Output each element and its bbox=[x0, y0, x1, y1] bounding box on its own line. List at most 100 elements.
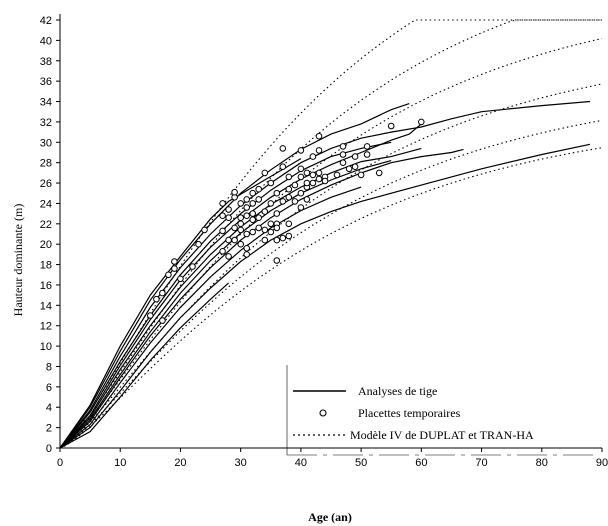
placette-point bbox=[255, 224, 263, 232]
y-tick-label: 12 bbox=[40, 321, 52, 333]
y-tick-label: 10 bbox=[40, 341, 52, 353]
placette-point bbox=[237, 226, 244, 234]
y-tick-label: 26 bbox=[40, 178, 52, 190]
placette-point bbox=[285, 220, 293, 228]
placette-point bbox=[273, 236, 281, 244]
placette-point bbox=[171, 265, 178, 272]
placette-point bbox=[315, 175, 323, 183]
placette-point bbox=[267, 228, 275, 236]
placette-point bbox=[321, 177, 329, 185]
placette-point bbox=[363, 143, 371, 150]
placette-point bbox=[315, 169, 323, 177]
placette-point bbox=[231, 236, 238, 244]
y-tick-label: 2 bbox=[46, 423, 52, 435]
model-curve bbox=[59, 147, 603, 449]
placette-point bbox=[231, 224, 238, 232]
placette-point bbox=[387, 122, 395, 130]
placette-point bbox=[309, 171, 317, 179]
legend-circle-swatch bbox=[319, 409, 327, 417]
model-curve bbox=[59, 37, 603, 449]
placette-point bbox=[225, 214, 232, 221]
placette-point bbox=[339, 151, 347, 158]
model-curves bbox=[59, 19, 603, 449]
placette-point bbox=[231, 188, 238, 196]
placette-point bbox=[303, 196, 311, 203]
placette-point bbox=[243, 251, 250, 258]
placette-point bbox=[339, 143, 347, 150]
placette-point bbox=[249, 216, 256, 223]
placette-point bbox=[261, 236, 269, 244]
placette-point bbox=[285, 173, 293, 181]
placette-point bbox=[243, 212, 250, 219]
placette-point bbox=[267, 200, 275, 207]
y-tick-label: 30 bbox=[40, 137, 52, 149]
placette-point bbox=[279, 234, 287, 242]
placette-point bbox=[297, 189, 305, 197]
placette-point bbox=[267, 179, 275, 187]
placette-point bbox=[285, 194, 293, 201]
analyses-line bbox=[59, 123, 422, 449]
placette-point bbox=[303, 169, 311, 177]
placette-point bbox=[249, 189, 256, 197]
placette-point bbox=[285, 185, 293, 193]
placette-point bbox=[375, 169, 383, 177]
y-tick-label: 24 bbox=[40, 198, 52, 210]
placette-point bbox=[249, 228, 256, 236]
placette-point bbox=[219, 248, 226, 255]
placette-point bbox=[315, 132, 323, 140]
y-tick-label: 16 bbox=[40, 280, 52, 292]
placette-point bbox=[225, 253, 232, 260]
analyses-line bbox=[59, 103, 410, 449]
placette-point bbox=[243, 230, 250, 238]
y-tick-label: 8 bbox=[46, 361, 52, 373]
y-tick-label: 32 bbox=[40, 117, 52, 129]
placette-point bbox=[273, 224, 281, 232]
placette-point bbox=[363, 151, 371, 158]
analyses-line bbox=[59, 143, 591, 449]
placette-point bbox=[418, 118, 425, 126]
placette-point bbox=[279, 145, 287, 152]
placette-point bbox=[357, 171, 365, 179]
x-tick-label: 60 bbox=[415, 457, 427, 469]
placette-point bbox=[267, 220, 275, 228]
placette-point bbox=[351, 163, 359, 170]
placette-point bbox=[153, 295, 160, 303]
legend-analyses-label: Analyses de tige bbox=[358, 384, 437, 398]
placette-point bbox=[177, 275, 184, 283]
placette-point bbox=[261, 169, 269, 177]
placette-point bbox=[243, 196, 250, 203]
x-tick-label: 20 bbox=[174, 457, 186, 469]
placette-point bbox=[237, 214, 244, 221]
axes-layer: 0246810121416182022242628303234363840420… bbox=[40, 14, 608, 469]
placette-point bbox=[297, 147, 305, 154]
x-axis-title: Age (an) bbox=[308, 510, 352, 524]
x-tick-label: 40 bbox=[295, 457, 307, 469]
placette-point bbox=[243, 245, 250, 252]
placette-point bbox=[219, 200, 226, 207]
placette-point bbox=[237, 200, 244, 207]
y-tick-label: 6 bbox=[46, 382, 52, 394]
placette-point bbox=[309, 179, 317, 187]
y-tick-label: 0 bbox=[46, 443, 52, 455]
placette-point bbox=[297, 165, 305, 173]
y-tick-label: 22 bbox=[40, 219, 52, 231]
y-tick-label: 18 bbox=[40, 260, 52, 272]
placette-point bbox=[285, 232, 293, 240]
placette-point bbox=[261, 226, 269, 234]
placette-point bbox=[273, 257, 281, 264]
x-tick-label: 30 bbox=[235, 457, 247, 469]
placette-point bbox=[339, 159, 347, 166]
placette-point bbox=[147, 312, 154, 319]
placette-point bbox=[195, 240, 202, 248]
placette-point bbox=[315, 147, 323, 154]
y-tick-label: 4 bbox=[46, 402, 52, 414]
y-tick-label: 14 bbox=[40, 300, 52, 312]
y-axis-title: Hauteur dominante (m) bbox=[11, 204, 25, 317]
placette-point bbox=[297, 204, 305, 211]
y-tick-label: 34 bbox=[40, 97, 52, 109]
placette-point bbox=[351, 153, 359, 160]
analyses-lines bbox=[59, 100, 591, 449]
legend-placettes-label: Placettes temporaires bbox=[358, 406, 461, 420]
